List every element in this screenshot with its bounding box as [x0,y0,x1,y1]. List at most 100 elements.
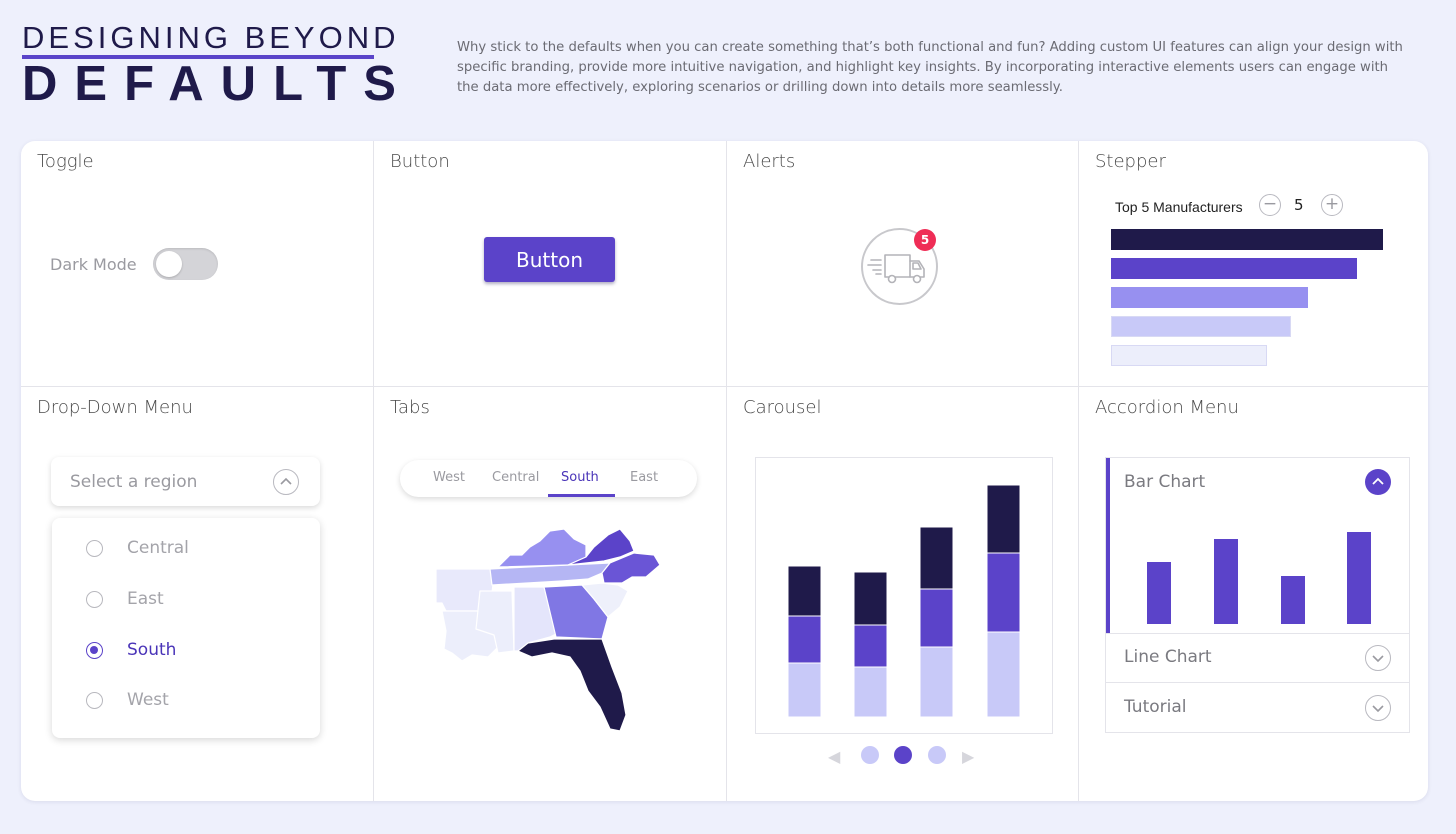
tab-south[interactable]: South [561,470,599,485]
radio-button[interactable] [86,591,103,608]
carousel-next-arrow-icon[interactable]: ▶ [962,747,975,766]
carousel-bar-segment [787,662,822,718]
option-label: South [127,640,177,660]
chevron-down-icon[interactable] [1365,645,1391,671]
divider [1106,682,1409,683]
map-state-virginia [567,528,635,566]
accordion-active-indicator [1106,458,1110,633]
carousel-bar-segment [787,615,822,664]
notification-badge: 5 [914,229,936,251]
map-state-kentucky [497,528,587,568]
map-state-florida [517,638,627,732]
region-option-east[interactable]: East [52,575,320,625]
title-underline [22,55,374,59]
carousel-dot-3[interactable] [928,746,946,764]
accordion-item-line-chart[interactable]: Line Chart [1124,647,1212,667]
region-select[interactable]: Select a region [51,457,320,506]
carousel-bar-segment [986,631,1021,718]
tab-east[interactable]: East [630,470,659,485]
accordion-item-tutorial[interactable]: Tutorial [1124,697,1187,717]
tab-central[interactable]: Central [492,470,540,485]
stepper-panel: Stepper Top 5 Manufacturers − 5 + [1079,141,1428,387]
panel-title: Drop-Down Menu [37,397,193,418]
stepper-bar [1111,229,1383,250]
stepper-label: Top 5 Manufacturers [1115,199,1243,215]
carousel-bar-segment [919,526,954,590]
dark-mode-label: Dark Mode [50,255,137,274]
accordion-menu: Bar Chart Line Chart Tutorial [1105,457,1410,733]
accordion-chart-bar [1147,562,1171,624]
divider [1106,633,1409,634]
region-options-list: Central East South West [52,518,320,738]
stepper-increment-button[interactable]: + [1321,194,1343,216]
toggle-knob [156,251,182,277]
carousel-bar-segment [919,646,954,718]
alerts-panel: Alerts 5 [727,141,1079,387]
panel-title: Carousel [743,397,822,418]
radio-button[interactable] [86,692,103,709]
button-panel: Button Button [374,141,727,387]
chevron-up-icon[interactable] [1365,469,1391,495]
panel-title: Tabs [390,397,430,418]
stepper-value: 5 [1294,196,1304,214]
dropdown-panel: Drop-Down Menu Select a region Central E… [21,387,374,801]
region-option-west[interactable]: West [52,676,320,726]
region-option-south[interactable]: South [52,626,320,676]
tabs-panel: Tabs West Central South East [374,387,727,801]
carousel-bar-segment [853,666,888,718]
carousel-bar-segment [787,565,822,617]
intro-text: Why stick to the defaults when you can c… [457,40,1403,95]
carousel-prev-arrow-icon[interactable]: ◀ [828,747,841,766]
chevron-up-icon[interactable] [273,469,299,495]
accordion-bar-chart [1147,532,1371,624]
page-header: DESIGNING BEYOND DEFAULTS Why stick to t… [0,0,1456,140]
demo-button[interactable]: Button [484,237,615,282]
carousel-dot-2-active[interactable] [894,746,912,764]
carousel-dot-1[interactable] [861,746,879,764]
carousel-bar-segment [986,484,1021,554]
panel-title: Stepper [1095,151,1166,172]
radio-button[interactable] [86,540,103,557]
map-state-mississippi [475,590,515,654]
radio-button-selected[interactable] [86,642,103,659]
dark-mode-toggle[interactable] [153,248,218,280]
option-label: East [127,589,164,609]
panel-title: Button [390,151,450,172]
accordion-item-bar-chart[interactable]: Bar Chart [1124,472,1206,492]
stacked-bar-chart [787,484,1021,718]
chevron-down-icon[interactable] [1365,695,1391,721]
stepper-bar [1111,316,1291,337]
page-title-line1: DESIGNING BEYOND [22,20,400,55]
stepper-decrement-button[interactable]: − [1259,194,1281,216]
accordion-chart-bar [1347,532,1371,624]
tab-west[interactable]: West [433,470,465,485]
accordion-chart-bar [1214,539,1238,624]
carousel-bar-segment [986,552,1021,633]
component-board: Toggle Dark Mode Button Button Alerts [21,141,1428,801]
carousel-bar-segment [853,571,888,626]
accordion-chart-bar [1281,576,1305,624]
toggle-panel: Toggle Dark Mode [21,141,374,387]
southeast-us-map [435,528,661,732]
accordion-panel: Accordion Menu Bar Chart Line Chart Tuto… [1079,387,1428,801]
panel-title: Toggle [37,151,94,172]
carousel-panel: Carousel ◀ ▶ [727,387,1079,801]
map-state-north-carolina [601,552,661,584]
carousel-bar-segment [853,624,888,668]
stepper-bar [1111,258,1357,279]
region-select-placeholder: Select a region [70,472,198,492]
page-title-line2: DEFAULTS [22,57,413,111]
option-label: Central [127,538,189,558]
panel-title: Accordion Menu [1095,397,1239,418]
option-label: West [127,690,169,710]
active-tab-indicator [548,494,615,497]
carousel-bar-segment [919,588,954,648]
truck-icon [867,254,925,284]
stepper-bar [1111,287,1308,308]
map-state-south-carolina [581,582,629,618]
stepper-bar [1111,345,1267,366]
carousel-slide [755,457,1053,734]
region-option-central[interactable]: Central [52,524,320,574]
region-tab-bar: West Central South East [400,460,697,497]
panel-title: Alerts [743,151,796,172]
